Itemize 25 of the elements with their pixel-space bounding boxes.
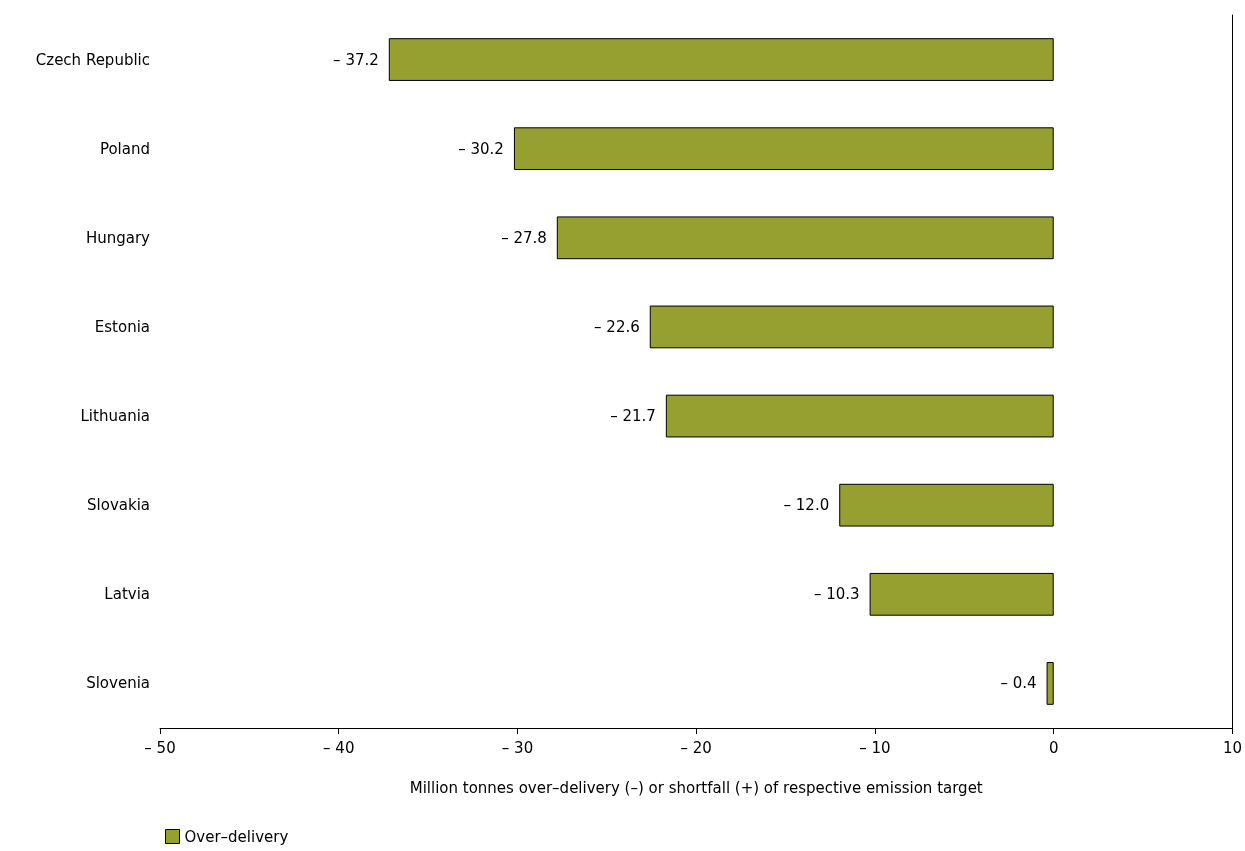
legend-label: Over–delivery [184,827,289,846]
y-tick-label: Czech Republic [35,50,150,69]
x-tick-label: – 10 [859,738,891,757]
y-tick-label: Lithuania [80,407,150,426]
y-tick-label: Estonia [94,317,150,336]
x-tick-label: 10 [1222,738,1242,757]
x-tick-label: 0 [1048,738,1059,757]
y-tick-label: Slovakia [87,496,150,515]
data-label: – 30.2 [458,139,504,158]
y-tick-label: Slovenia [86,674,150,693]
data-label: – 0.4 [1000,674,1037,693]
data-label: – 12.0 [783,496,830,515]
x-tick-label: – 20 [680,738,712,757]
x-tick-label: – 50 [144,738,176,757]
y-tick-label: Poland [99,139,150,158]
x-axis-title: Million tonnes over–delivery (–) or shortfall (+) of respective emission target [409,778,983,797]
data-label: – 22.6 [594,317,640,336]
x-tick-label: – 30 [501,738,534,757]
data-label: – 21.7 [610,407,656,426]
data-label: – 10.3 [813,585,860,604]
x-tick-label: – 40 [323,738,355,757]
y-tick-label: Hungary [85,228,151,247]
data-label: – 27.8 [501,228,547,247]
y-tick-label: Latvia [104,585,150,604]
data-label: – 37.2 [333,50,379,69]
